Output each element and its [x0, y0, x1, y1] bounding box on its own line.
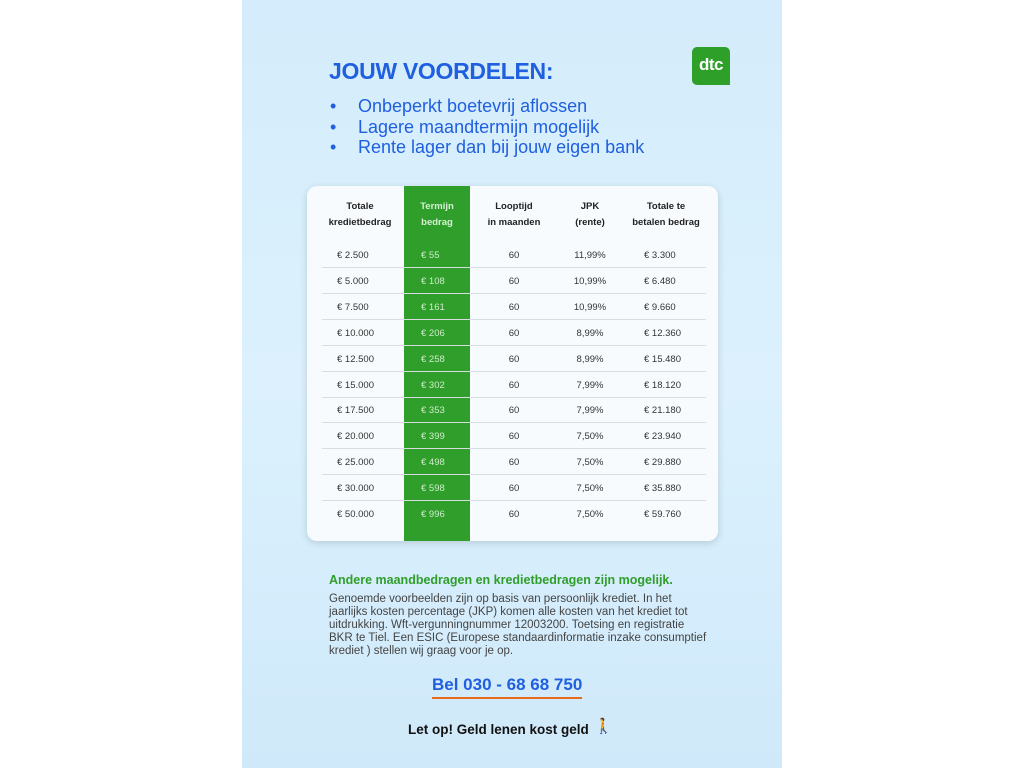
- table-cell: € 996: [421, 509, 445, 520]
- table-row: € 20.000 € 399 60 7,50% € 23.940: [322, 423, 706, 450]
- table-cell: € 29.880: [644, 457, 681, 469]
- table-cell: 7,50%: [576, 457, 604, 469]
- benefit-item: Onbeperkt boetevrij aflossen: [330, 96, 644, 117]
- table-cell: 60: [508, 509, 520, 520]
- table-cell: € 35.880: [644, 483, 681, 495]
- warning-text: Let op! Geld lenen kost geld: [408, 722, 589, 737]
- table-cell: 11,99%: [574, 250, 606, 261]
- table-cell: € 10.000: [337, 327, 374, 339]
- table-cell: € 2.500: [337, 250, 369, 261]
- header-line: JPK: [580, 201, 600, 212]
- table-cell: € 302: [421, 379, 445, 391]
- table-row: € 12.500 € 258 60 8,99% € 15.480: [322, 346, 706, 372]
- table-cell: € 5.000: [337, 275, 369, 287]
- table-cell: € 6.480: [644, 275, 676, 287]
- table-row: € 10.000 € 206 60 8,99% € 12.360: [322, 320, 706, 346]
- column-header: Termijn bedrag: [420, 199, 454, 231]
- table-row: € 30.000 € 598 60 7,50% € 35.880: [322, 475, 706, 502]
- table-cell: € 23.940: [644, 431, 681, 443]
- table-cell: 60: [508, 301, 520, 313]
- table-cell: € 108: [421, 275, 445, 287]
- table-cell: € 161: [421, 301, 445, 313]
- note-heading: Andere maandbedragen en kredietbedragen …: [329, 573, 673, 587]
- table-cell: € 21.180: [644, 405, 681, 417]
- table-cell: € 55: [421, 250, 440, 261]
- benefits-list: Onbeperkt boetevrij aflossen Lagere maan…: [330, 96, 644, 158]
- table-cell: € 50.000: [337, 509, 374, 520]
- header-line: bedrag: [421, 217, 453, 228]
- table-cell: 60: [508, 483, 520, 495]
- header-line: in maanden: [487, 217, 541, 228]
- table-cell: 60: [508, 431, 520, 443]
- table-cell: € 17.500: [337, 405, 374, 417]
- table-row: € 2.500 € 55 60 11,99% € 3.300: [322, 242, 706, 268]
- table-cell: 60: [508, 405, 520, 417]
- table-cell: € 353: [421, 405, 445, 417]
- table-row: € 15.000 € 302 60 7,99% € 18.120: [322, 372, 706, 398]
- table-row: € 25.000 € 498 60 7,50% € 29.880: [322, 449, 706, 476]
- table-cell: 7,50%: [576, 509, 604, 520]
- table-cell: € 30.000: [337, 483, 374, 495]
- table-cell: € 3.300: [644, 250, 676, 261]
- benefit-item: Lagere maandtermijn mogelijk: [330, 117, 644, 138]
- table-cell: € 7.500: [337, 301, 369, 313]
- table-cell: € 15.480: [644, 353, 681, 365]
- page-title: JOUW VOORDELEN:: [329, 58, 554, 84]
- header-line: Termijn: [420, 201, 454, 212]
- table-cell: 10,99%: [573, 275, 607, 287]
- column-header: Totale te betalen bedrag: [632, 199, 700, 231]
- table-row: € 5.000 € 108 60 10,99% € 6.480: [322, 268, 706, 294]
- table-cell: 7,99%: [576, 379, 604, 391]
- table-cell: € 18.120: [644, 379, 681, 391]
- table-cell: 7,50%: [576, 483, 604, 495]
- table-cell: € 20.000: [337, 431, 374, 443]
- dtc-logo: dtc: [692, 47, 730, 85]
- table-cell: € 59.760: [644, 509, 681, 520]
- table-cell: € 598: [421, 483, 445, 495]
- table-cell: € 12.500: [337, 353, 374, 365]
- table-row: € 7.500 € 161 60 10,99% € 9.660: [322, 294, 706, 320]
- phone-link[interactable]: Bel 030 - 68 68 750: [432, 675, 583, 699]
- table-cell: € 9.660: [644, 301, 676, 313]
- table-cell: € 206: [421, 327, 445, 339]
- header-line: Totale te: [646, 201, 686, 212]
- header-line: (rente): [575, 217, 605, 228]
- header-line: Totale: [346, 201, 374, 212]
- table-cell: € 25.000: [337, 457, 374, 469]
- highlighted-column: [404, 186, 470, 541]
- table-cell: 8,99%: [576, 327, 604, 339]
- walking-person-icon: 🚶: [594, 718, 613, 735]
- table-cell: € 15.000: [337, 379, 374, 391]
- loan-table-card: [307, 186, 718, 541]
- column-header: Looptijd in maanden: [488, 199, 541, 231]
- table-cell: 10,99%: [573, 301, 607, 313]
- table-row: € 50.000 € 996 60 7,50% € 59.760: [322, 501, 706, 527]
- table-cell: 60: [508, 379, 520, 391]
- column-header: JPK (rente): [575, 199, 605, 231]
- table-cell: 7,50%: [576, 431, 604, 443]
- table-cell: 60: [508, 250, 520, 261]
- table-cell: 60: [508, 457, 520, 469]
- header-line: betalen bedrag: [632, 217, 700, 228]
- table-cell: € 258: [421, 353, 445, 365]
- table-cell: € 12.360: [644, 327, 681, 339]
- table-cell: 8,99%: [576, 353, 604, 365]
- table-cell: € 498: [421, 457, 445, 469]
- benefit-item: Rente lager dan bij jouw eigen bank: [330, 137, 644, 158]
- table-cell: 60: [508, 327, 520, 339]
- header-line: kredietbedrag: [328, 217, 392, 228]
- table-cell: 7,99%: [576, 405, 604, 417]
- column-header: Totale kredietbedrag: [329, 199, 392, 231]
- table-cell: 60: [508, 275, 520, 287]
- table-cell: € 399: [421, 431, 445, 443]
- table-cell: 60: [508, 353, 520, 365]
- header-line: Looptijd: [495, 201, 533, 212]
- disclaimer-text: Genoemde voorbeelden zijn op basis van p…: [329, 593, 707, 657]
- table-row: € 17.500 € 353 60 7,99% € 21.180: [322, 397, 706, 424]
